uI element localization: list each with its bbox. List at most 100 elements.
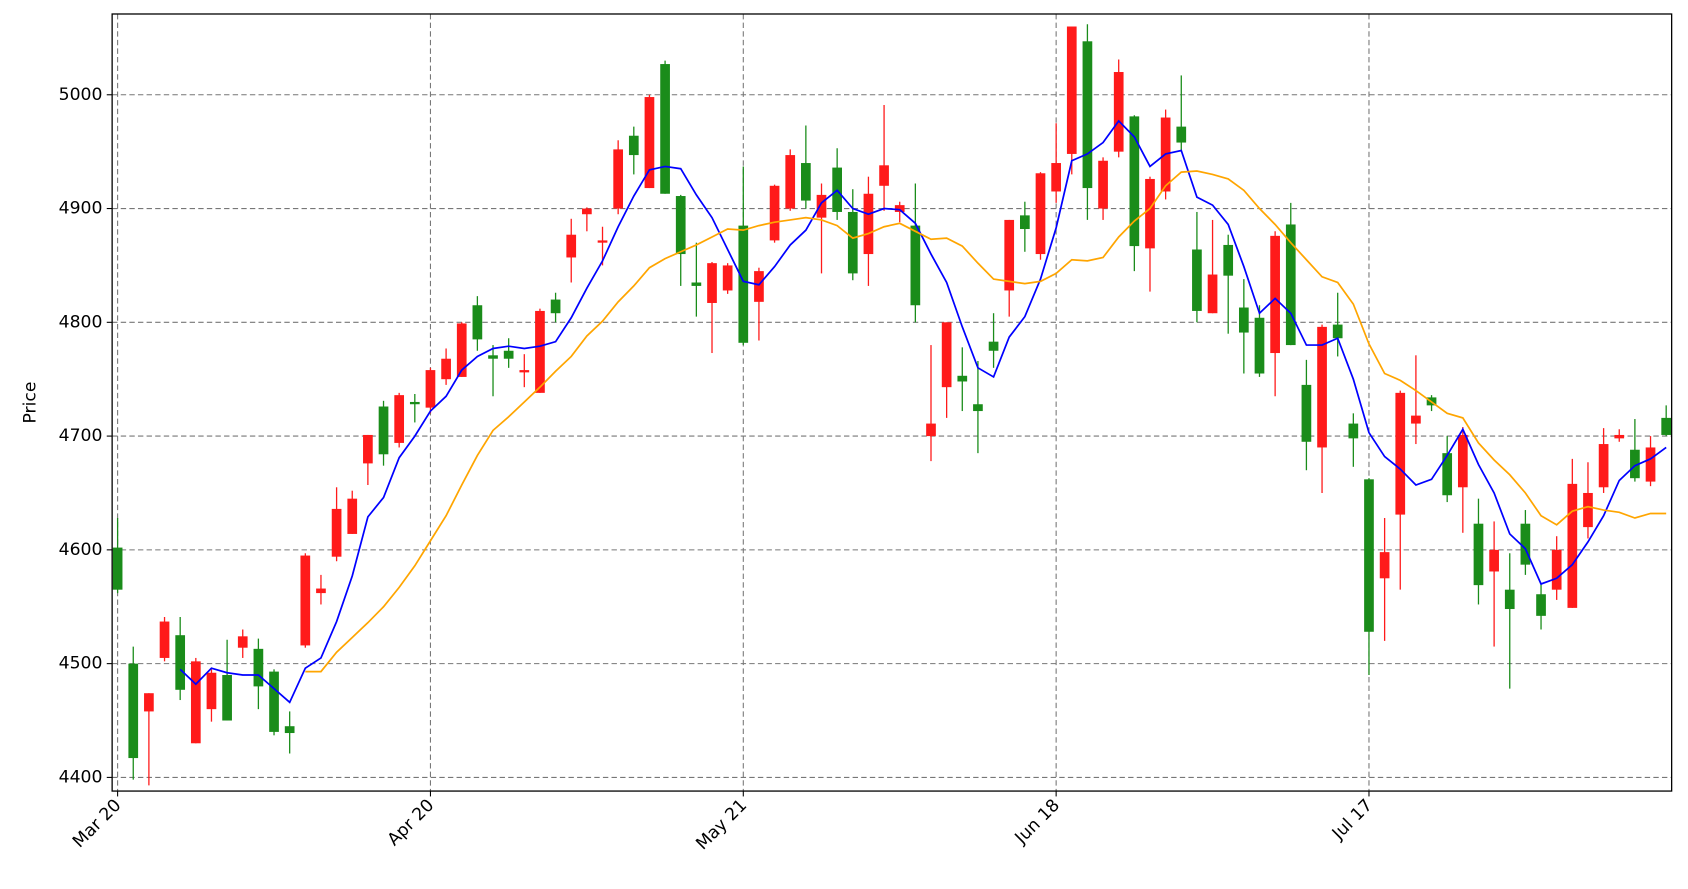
candle-body [582, 208, 592, 215]
candle-body [1285, 224, 1296, 346]
candle-body [1098, 160, 1108, 209]
candle-body [1411, 415, 1421, 424]
candle-body [316, 588, 326, 594]
candle-body [910, 225, 921, 306]
candle-body [1051, 163, 1061, 192]
candle-body [409, 401, 420, 405]
y-tick-label: 4800 [59, 312, 103, 332]
candle-body [550, 299, 561, 314]
candle-body [347, 498, 358, 534]
candle-body [1551, 549, 1562, 590]
candle-body [1504, 589, 1515, 610]
candle-body [1004, 219, 1015, 291]
candle-body [1583, 492, 1593, 528]
candle-body [159, 621, 170, 658]
candle-body [1270, 235, 1280, 354]
candle-body [660, 64, 670, 194]
plot-frame [111, 13, 1673, 792]
candle-body [1035, 173, 1046, 255]
candle-body [441, 358, 451, 380]
candle-body [754, 271, 764, 302]
candle-body [644, 97, 655, 189]
candle-body [425, 370, 436, 408]
candle-body [1207, 274, 1218, 314]
candle-body [1145, 178, 1155, 249]
candle-body [1661, 417, 1672, 435]
candle-body [1129, 116, 1140, 247]
candle-body [222, 675, 232, 721]
candle-body [1598, 444, 1609, 488]
candle-body [1457, 434, 1468, 488]
candle-body [847, 211, 858, 274]
candle-body [1536, 594, 1546, 616]
candle-body [738, 225, 749, 343]
candle-body [1489, 549, 1499, 572]
candle-body [206, 672, 217, 710]
candle-body [801, 163, 811, 201]
candle-body [926, 423, 936, 437]
candle-body [973, 404, 983, 412]
candle-body [128, 663, 139, 759]
candle-body [707, 263, 717, 303]
candle-body [769, 185, 780, 241]
y-tick-label: 4400 [59, 767, 103, 787]
candle-body [1192, 249, 1202, 311]
y-axis-label: Price [20, 382, 40, 424]
candle-body [1254, 317, 1265, 374]
candle-body [300, 555, 311, 646]
candle-body [269, 671, 279, 732]
candle-body [1442, 453, 1453, 496]
candle-body [488, 355, 498, 359]
candle-body [628, 135, 639, 156]
candle-body [691, 282, 702, 286]
y-tick-label: 4900 [59, 199, 103, 219]
candle-body [957, 375, 968, 382]
candle-body [816, 194, 827, 218]
candle-body [722, 265, 733, 291]
candle-body [1223, 244, 1234, 276]
candle-body [597, 240, 608, 243]
candle-body [1473, 523, 1484, 586]
candle-body [1082, 41, 1093, 189]
moving-average-line [305, 170, 1667, 673]
candle-body [394, 395, 405, 443]
candle-body [144, 693, 154, 712]
candle-body [941, 322, 952, 388]
candle-body [112, 547, 123, 590]
candle-body [1520, 523, 1531, 565]
candle-body [863, 193, 874, 255]
candle-body [1379, 552, 1390, 579]
candle-body [613, 149, 624, 209]
candle-body [1614, 434, 1625, 439]
candle-body [1348, 423, 1359, 439]
candle-body [1567, 483, 1578, 608]
candle-body [566, 234, 577, 258]
y-tick-label: 4700 [59, 426, 103, 446]
candle-body [456, 323, 467, 377]
candle-body [1020, 215, 1030, 230]
candle-body [675, 196, 686, 255]
candle-body [1630, 449, 1640, 479]
candle-body [190, 661, 201, 744]
candle-body [284, 726, 295, 734]
candle-body [1113, 72, 1124, 152]
y-tick-label: 5000 [59, 85, 103, 105]
candle-body [1332, 324, 1343, 339]
candle-body [894, 205, 905, 212]
candle-body [331, 508, 342, 557]
moving-average-line [179, 119, 1667, 704]
candle-body [879, 165, 889, 186]
candle-body [1395, 392, 1406, 515]
candle-body [1645, 447, 1656, 482]
y-tick-label: 4600 [59, 540, 103, 560]
y-tick-label: 4500 [59, 654, 103, 674]
candle-body [785, 155, 796, 209]
candle-body [237, 636, 248, 648]
candle-body [1317, 326, 1327, 448]
candle-body [1176, 126, 1187, 143]
candle-body [519, 370, 530, 373]
candle-body [363, 434, 373, 464]
candle-body [1301, 384, 1312, 442]
